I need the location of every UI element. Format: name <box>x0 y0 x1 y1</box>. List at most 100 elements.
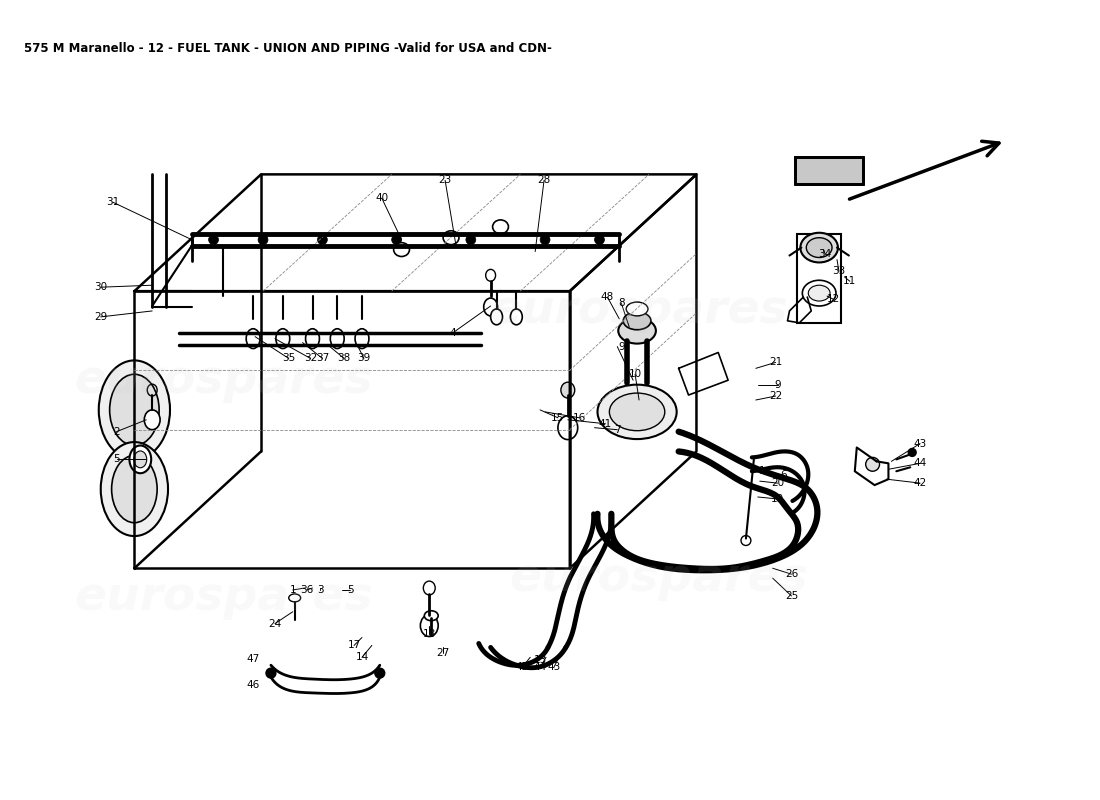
Text: 39: 39 <box>358 354 371 363</box>
Text: 18: 18 <box>422 629 436 638</box>
Ellipse shape <box>144 410 161 430</box>
Ellipse shape <box>806 238 832 258</box>
Text: 22: 22 <box>769 391 782 401</box>
Text: 9: 9 <box>618 342 625 351</box>
Ellipse shape <box>99 361 170 459</box>
Circle shape <box>594 234 604 245</box>
Ellipse shape <box>486 270 496 282</box>
Text: 31: 31 <box>106 197 119 207</box>
Text: 27: 27 <box>437 648 450 658</box>
Text: 575 M Maranello - 12 - FUEL TANK - UNION AND PIPING -Valid for USA and CDN-: 575 M Maranello - 12 - FUEL TANK - UNION… <box>23 42 551 54</box>
Text: 36: 36 <box>300 585 313 595</box>
Text: 20: 20 <box>771 478 784 488</box>
Ellipse shape <box>618 318 656 343</box>
Circle shape <box>741 535 751 546</box>
Ellipse shape <box>289 594 300 602</box>
Ellipse shape <box>801 233 838 262</box>
Ellipse shape <box>510 309 522 325</box>
Ellipse shape <box>355 329 368 349</box>
Circle shape <box>392 234 402 245</box>
Text: 45: 45 <box>516 662 529 672</box>
Ellipse shape <box>425 610 438 621</box>
Text: 46: 46 <box>246 680 260 690</box>
Text: 29: 29 <box>95 312 108 322</box>
Text: eurospares: eurospares <box>74 575 373 621</box>
Text: 17: 17 <box>348 641 361 650</box>
Ellipse shape <box>443 230 459 245</box>
Ellipse shape <box>420 614 438 637</box>
Text: 35: 35 <box>282 354 296 363</box>
Ellipse shape <box>491 309 503 325</box>
Text: 10: 10 <box>628 370 641 379</box>
Circle shape <box>209 234 219 245</box>
Text: 11: 11 <box>844 276 857 286</box>
Text: 32: 32 <box>304 354 317 363</box>
Text: 42: 42 <box>913 478 926 488</box>
Ellipse shape <box>110 374 160 446</box>
Text: 15: 15 <box>551 413 564 423</box>
Ellipse shape <box>394 242 409 257</box>
Ellipse shape <box>624 312 651 330</box>
Text: 44: 44 <box>534 662 547 672</box>
Text: 34: 34 <box>818 249 832 258</box>
Text: 43: 43 <box>548 662 561 672</box>
Circle shape <box>258 234 268 245</box>
Circle shape <box>909 449 916 457</box>
Circle shape <box>540 234 550 245</box>
Ellipse shape <box>276 329 289 349</box>
Text: 21: 21 <box>769 358 782 367</box>
Text: 28: 28 <box>538 175 551 186</box>
Text: 2: 2 <box>113 426 120 437</box>
Ellipse shape <box>111 455 157 522</box>
Text: 16: 16 <box>573 413 586 423</box>
Circle shape <box>318 234 328 245</box>
Text: 7: 7 <box>614 425 620 434</box>
Ellipse shape <box>561 382 574 398</box>
Ellipse shape <box>609 393 664 430</box>
Text: 48: 48 <box>601 292 614 302</box>
Ellipse shape <box>493 220 508 234</box>
Text: 9: 9 <box>774 380 781 390</box>
Ellipse shape <box>306 329 319 349</box>
Text: 44: 44 <box>913 458 926 468</box>
Ellipse shape <box>626 302 648 316</box>
Text: 14: 14 <box>759 466 772 476</box>
Text: 6: 6 <box>780 470 786 480</box>
Ellipse shape <box>130 446 151 474</box>
Text: 26: 26 <box>784 569 799 579</box>
Circle shape <box>866 458 880 471</box>
Text: 38: 38 <box>338 354 351 363</box>
Text: 41: 41 <box>598 418 612 429</box>
Ellipse shape <box>246 329 260 349</box>
Text: 37: 37 <box>316 354 329 363</box>
Text: 1: 1 <box>289 585 296 595</box>
Text: 33: 33 <box>833 266 846 276</box>
Text: 5: 5 <box>113 454 120 464</box>
Text: 30: 30 <box>95 282 108 292</box>
Ellipse shape <box>802 280 836 306</box>
Circle shape <box>266 668 276 678</box>
Text: 25: 25 <box>784 591 799 601</box>
Circle shape <box>375 668 385 678</box>
Text: 5: 5 <box>346 585 353 595</box>
Ellipse shape <box>558 416 578 439</box>
Ellipse shape <box>101 442 168 536</box>
Text: eurospares: eurospares <box>490 289 789 334</box>
Ellipse shape <box>424 581 436 595</box>
Text: 3: 3 <box>317 585 323 595</box>
Text: 12: 12 <box>826 294 839 304</box>
Text: 47: 47 <box>246 654 260 664</box>
Circle shape <box>466 234 476 245</box>
Bar <box>795 157 862 184</box>
Text: 24: 24 <box>268 618 282 629</box>
Text: 19: 19 <box>771 494 784 504</box>
Ellipse shape <box>597 385 676 439</box>
Text: 40: 40 <box>375 193 388 203</box>
Ellipse shape <box>134 451 146 468</box>
Bar <box>798 234 840 323</box>
Ellipse shape <box>484 298 497 316</box>
Ellipse shape <box>808 286 830 301</box>
Text: eurospares: eurospares <box>509 556 808 601</box>
Text: eurospares: eurospares <box>74 358 373 402</box>
Ellipse shape <box>330 329 344 349</box>
